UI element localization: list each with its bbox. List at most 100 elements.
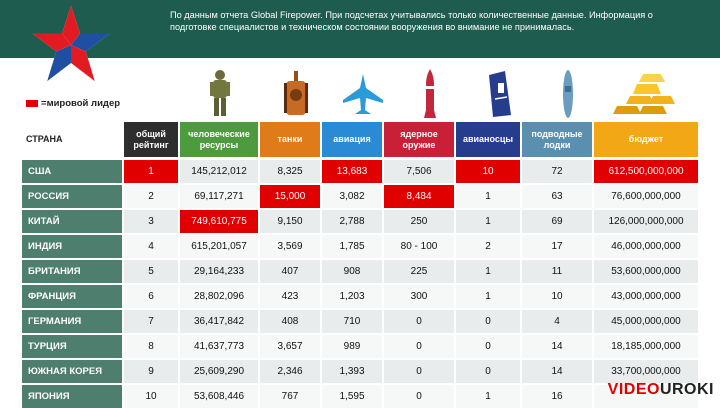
cell-tanks: 8,325: [260, 160, 320, 183]
cell-budget: 46,000,000,000: [594, 235, 698, 258]
cell-nuclear-weapons: 80 - 100: [384, 235, 454, 258]
cell-submarines: 63: [522, 185, 592, 208]
cell-country: РОССИЯ: [22, 185, 122, 208]
cell-country: БРИТАНИЯ: [22, 260, 122, 283]
cell-aircraft-carriers: 1: [456, 185, 520, 208]
cell-country: КИТАЙ: [22, 210, 122, 233]
jet-icon: [338, 66, 388, 122]
aircraft-carrier-icon: [478, 66, 518, 122]
cell-submarines: 14: [522, 335, 592, 358]
cell-rank: 3: [124, 210, 178, 233]
table-row: ГЕРМАНИЯ 7 36,417,842 408 710 0 0 4 45,000,000,0…: [22, 310, 698, 333]
cell-human-resources: 145,212,012: [180, 160, 258, 183]
cell-country: ГЕРМАНИЯ: [22, 310, 122, 333]
cell-aircraft-carriers: 0: [456, 360, 520, 383]
cell-aviation: 2,788: [322, 210, 382, 233]
header-banner: По данным отчета Global Firepower. При п…: [0, 0, 720, 58]
cell-tanks: 15,000: [260, 185, 320, 208]
cell-tanks: 2,346: [260, 360, 320, 383]
cell-budget: 612,500,000,000: [594, 160, 698, 183]
legend-swatch: [26, 100, 38, 107]
cell-submarines: 16: [522, 385, 592, 408]
army-star-logo: [32, 5, 110, 82]
cell-aviation: 1,785: [322, 235, 382, 258]
cell-human-resources: 28,802,096: [180, 285, 258, 308]
table-row: КИТАЙ 3 749,610,775 9,150 2,788 250 1 69 126,000…: [22, 210, 698, 233]
cell-human-resources: 25,609,290: [180, 360, 258, 383]
cell-nuclear-weapons: 225: [384, 260, 454, 283]
legend-label: мировой лидер: [46, 98, 121, 109]
cell-nuclear-weapons: 0: [384, 385, 454, 408]
table-row: ЯПОНИЯ 10 53,608,446 767 1,595 0 1 16: [22, 385, 698, 408]
cell-aircraft-carriers: 2: [456, 235, 520, 258]
header-nuclear-weapons: ядерное оружие: [384, 122, 454, 157]
cell-aircraft-carriers: 0: [456, 310, 520, 333]
header-budget: бюджет: [594, 122, 698, 157]
cell-aviation: 989: [322, 335, 382, 358]
cell-human-resources: 29,164,233: [180, 260, 258, 283]
cell-aviation: 908: [322, 260, 382, 283]
cell-rank: 6: [124, 285, 178, 308]
cell-tanks: 3,569: [260, 235, 320, 258]
header-submarines: подводные лодки: [522, 122, 592, 157]
cell-budget: 43,000,000,000: [594, 285, 698, 308]
cell-submarines: 72: [522, 160, 592, 183]
cell-budget: 53,600,000,000: [594, 260, 698, 283]
cell-aviation: 710: [322, 310, 382, 333]
header-human-resources: человеческие ресурсы: [180, 122, 258, 157]
table-row: ТУРЦИЯ 8 41,637,773 3,657 989 0 0 14 18,185,000,…: [22, 335, 698, 358]
header-tanks: танки: [260, 122, 320, 157]
cell-tanks: 408: [260, 310, 320, 333]
table-row: ФРАНЦИЯ 6 28,802,096 423 1,203 300 1 10 43,000,0…: [22, 285, 698, 308]
header-aircraft-carriers: авианосцы: [456, 122, 520, 157]
cell-aircraft-carriers: 1: [456, 285, 520, 308]
cell-aircraft-carriers: 0: [456, 335, 520, 358]
cell-submarines: 69: [522, 210, 592, 233]
cell-aircraft-carriers: 1: [456, 210, 520, 233]
cell-human-resources: 53,608,446: [180, 385, 258, 408]
cell-budget: [594, 385, 698, 408]
cell-budget: 18,185,000,000: [594, 335, 698, 358]
cell-rank: 5: [124, 260, 178, 283]
header-aviation: авиация: [322, 122, 382, 157]
cell-human-resources: 41,637,773: [180, 335, 258, 358]
cell-submarines: 10: [522, 285, 592, 308]
cell-human-resources: 69,117,271: [180, 185, 258, 208]
table-row: США 1 145,212,012 8,325 13,683 7,506 10 72 612,5…: [22, 160, 698, 183]
table-row: ИНДИЯ 4 615,201,057 3,569 1,785 80 - 100 2 17 46…: [22, 235, 698, 258]
cell-submarines: 4: [522, 310, 592, 333]
cell-aircraft-carriers: 1: [456, 385, 520, 408]
submarine-icon: [553, 66, 583, 122]
cell-aviation: 13,683: [322, 160, 382, 183]
cell-country: ФРАНЦИЯ: [22, 285, 122, 308]
table-row: БРИТАНИЯ 5 29,164,233 407 908 225 1 11 53,600,00…: [22, 260, 698, 283]
cell-aviation: 1,595: [322, 385, 382, 408]
cell-country: США: [22, 160, 122, 183]
cell-nuclear-weapons: 7,506: [384, 160, 454, 183]
cell-submarines: 14: [522, 360, 592, 383]
cell-tanks: 407: [260, 260, 320, 283]
cell-tanks: 767: [260, 385, 320, 408]
cell-human-resources: 749,610,775: [180, 210, 258, 233]
header-country: СТРАНА: [22, 122, 126, 157]
table-row: РОССИЯ 2 69,117,271 15,000 3,082 8,484 1 63 76,6…: [22, 185, 698, 208]
cell-tanks: 423: [260, 285, 320, 308]
cell-rank: 4: [124, 235, 178, 258]
cell-aviation: 1,203: [322, 285, 382, 308]
cell-human-resources: 615,201,057: [180, 235, 258, 258]
cell-human-resources: 36,417,842: [180, 310, 258, 333]
cell-budget: 45,000,000,000: [594, 310, 698, 333]
cell-rank: 8: [124, 335, 178, 358]
cell-aircraft-carriers: 1: [456, 260, 520, 283]
icons-row: [0, 66, 720, 122]
cell-tanks: 9,150: [260, 210, 320, 233]
cell-nuclear-weapons: 300: [384, 285, 454, 308]
cell-rank: 2: [124, 185, 178, 208]
legend: = мировой лидер: [26, 98, 120, 109]
cell-budget: 76,600,000,000: [594, 185, 698, 208]
table-row: ЮЖНАЯ КОРЕЯ 9 25,609,290 2,346 1,393 0 0 14 33,7…: [22, 360, 698, 383]
cell-aircraft-carriers: 10: [456, 160, 520, 183]
cell-rank: 7: [124, 310, 178, 333]
cell-nuclear-weapons: 0: [384, 310, 454, 333]
cell-budget: 33,700,000,000: [594, 360, 698, 383]
